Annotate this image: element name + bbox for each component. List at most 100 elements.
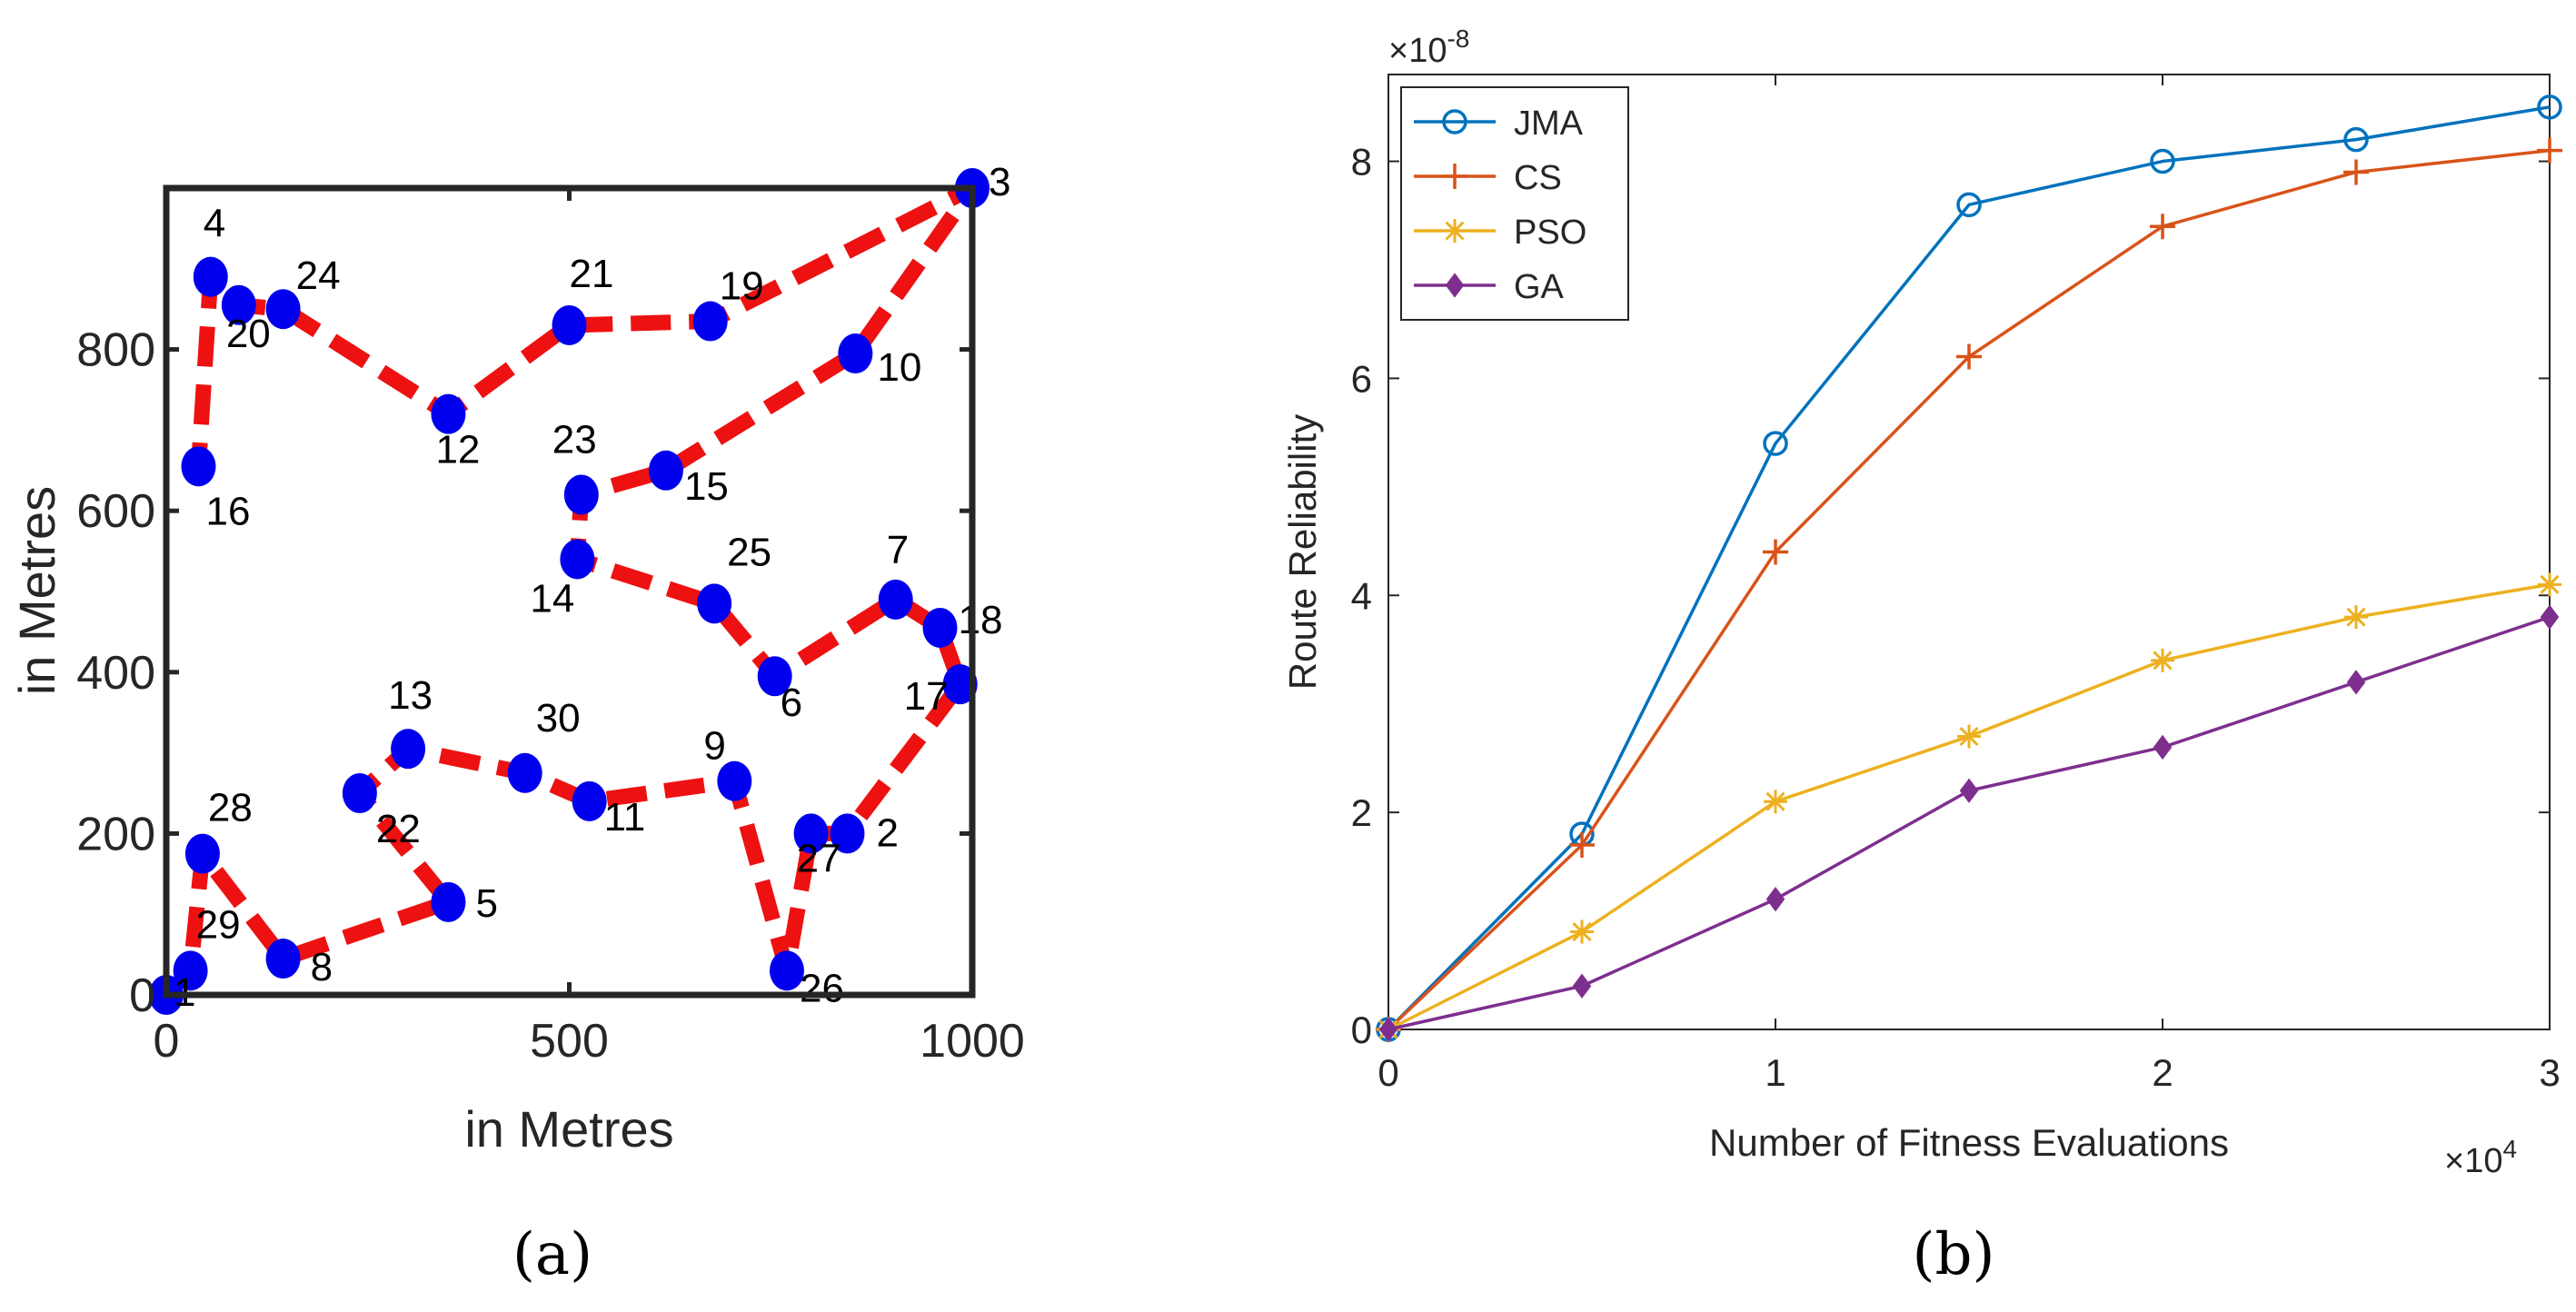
- route-node-label: 9: [703, 724, 725, 769]
- panel-b-reliability-chart: 0 1 2 3 0 2 4 6 8 Number of Fitness Evaluations…: [1281, 25, 2562, 1288]
- panel-b-y-multiplier-exp: -8: [1447, 25, 1469, 53]
- series-pso: [1377, 572, 2561, 1041]
- data-point-jma: [1956, 192, 1982, 218]
- panel-a-x-tick-label: 1000: [920, 1015, 1025, 1068]
- route-node: [697, 583, 732, 624]
- panel-a-route-map: 1292885221330119262721718762514231510319…: [8, 160, 1025, 1288]
- route-node-label: 19: [720, 264, 764, 309]
- panel-b-x-multiplier-exp: 4: [2502, 1135, 2517, 1163]
- data-point-jma: [2150, 148, 2175, 174]
- route-node: [757, 656, 792, 697]
- data-point-cs: [2150, 214, 2175, 240]
- route-node: [431, 881, 466, 922]
- route-node-label: 27: [797, 836, 841, 880]
- legend-label: PSO: [1514, 214, 1586, 252]
- data-point-jma: [2537, 94, 2562, 120]
- data-point-pso: [1957, 724, 1981, 749]
- route-node: [922, 607, 958, 648]
- legend-label: CS: [1514, 159, 1562, 197]
- route-node: [391, 729, 426, 770]
- panel-b-x-tick-label: 0: [1378, 1051, 1398, 1094]
- panel-a-y-tick-label: 800: [76, 324, 155, 377]
- route-node-label: 15: [684, 464, 729, 509]
- series-ga: [1378, 604, 2560, 1042]
- panel-b-x-tick-labels: 0 1 2 3: [1378, 1051, 2560, 1094]
- panel-b-x-multiplier: ×104: [2444, 1135, 2517, 1180]
- panel-a-y-axis-label: in Metres: [8, 486, 65, 695]
- route-node: [431, 393, 466, 434]
- route-node: [648, 450, 683, 491]
- panel-a-y-tick-label: 400: [76, 647, 155, 700]
- route-node: [560, 539, 595, 580]
- data-point-cs: [2343, 159, 2369, 185]
- route-node-label: 22: [376, 807, 421, 851]
- panel-b-y-multiplier: ×10-8: [1388, 25, 1469, 70]
- legend-label: GA: [1514, 268, 1565, 306]
- route-node: [830, 813, 865, 854]
- panel-b-x-tick-label: 3: [2539, 1051, 2560, 1094]
- route-node-label: 14: [530, 576, 574, 621]
- route-node-label: 17: [904, 674, 949, 719]
- panel-b-legend: JMA CS PSO GA: [1400, 86, 1629, 321]
- route-node: [838, 333, 873, 374]
- data-point-ga: [2346, 670, 2366, 695]
- panel-b-y-tick-label: 4: [1351, 574, 1372, 617]
- route-node: [184, 833, 220, 874]
- route-node-label: 25: [727, 530, 771, 574]
- panel-a-axes-frame: [163, 184, 976, 999]
- route-node-label: 5: [475, 881, 497, 926]
- data-point-ga: [2540, 604, 2560, 630]
- route-node: [878, 579, 913, 620]
- data-point-pso: [2344, 605, 2368, 630]
- route-path: [160, 180, 980, 1001]
- legend-swatch-marker: [1442, 109, 1467, 134]
- panel-b-x-axis-label: Number of Fitness Evaluations: [1709, 1121, 2229, 1164]
- route-node-label: 8: [311, 945, 333, 989]
- route-node-label: 24: [296, 253, 341, 298]
- data-point-jma: [1763, 431, 1788, 456]
- panel-b-x-tick-label: 1: [1765, 1051, 1785, 1094]
- route-node-label: 11: [604, 795, 646, 840]
- data-point-pso: [2151, 648, 2174, 672]
- route-node: [173, 950, 208, 991]
- route-node: [265, 939, 301, 979]
- panel-a-x-tick-labels: 0 500 1000: [154, 1015, 1025, 1068]
- route-node: [507, 752, 542, 793]
- route-node: [265, 289, 301, 330]
- route-node: [692, 301, 728, 342]
- route-node: [552, 304, 587, 345]
- route-node: [342, 773, 377, 813]
- data-point-pso: [2538, 572, 2561, 597]
- route-node-label: 26: [800, 966, 844, 1010]
- data-point-cs: [2537, 137, 2562, 164]
- data-point-cs: [1569, 831, 1595, 858]
- route-node-label: 30: [536, 696, 581, 740]
- panel-b-y-tick-label: 2: [1351, 791, 1372, 834]
- legend-box: [1400, 86, 1629, 321]
- legend-item-pso: PSO: [1414, 214, 1586, 252]
- legend-item-ga: GA: [1414, 268, 1565, 306]
- data-point-ga: [1959, 778, 1979, 803]
- route-node-label: 3: [989, 160, 1010, 204]
- route-node-label: 28: [208, 786, 253, 830]
- panel-a-route: [160, 180, 980, 1001]
- panel-a-x-axis-label: in Metres: [464, 1100, 673, 1158]
- route-node-label: 4: [204, 202, 225, 246]
- panel-b-y-tick-labels: 0 2 4 6 8: [1351, 141, 1372, 1051]
- panel-a-x-tick-label: 0: [154, 1015, 180, 1068]
- route-node: [572, 780, 607, 821]
- route-node: [717, 760, 752, 801]
- data-point-ga: [1765, 887, 1785, 912]
- route-node: [769, 950, 804, 991]
- data-point-cs: [1956, 343, 1982, 370]
- legend-item-cs: CS: [1414, 159, 1562, 197]
- data-point-pso: [1570, 919, 1594, 944]
- route-node-label: 7: [887, 528, 909, 572]
- panel-a-y-tick-label: 600: [76, 485, 155, 538]
- route-node-label: 2: [877, 810, 899, 855]
- panel-b-y-tick-label: 8: [1351, 141, 1372, 184]
- route-node: [942, 664, 978, 705]
- route-node-label: 13: [388, 673, 433, 718]
- panel-a-y-tick-label: 0: [129, 969, 155, 1022]
